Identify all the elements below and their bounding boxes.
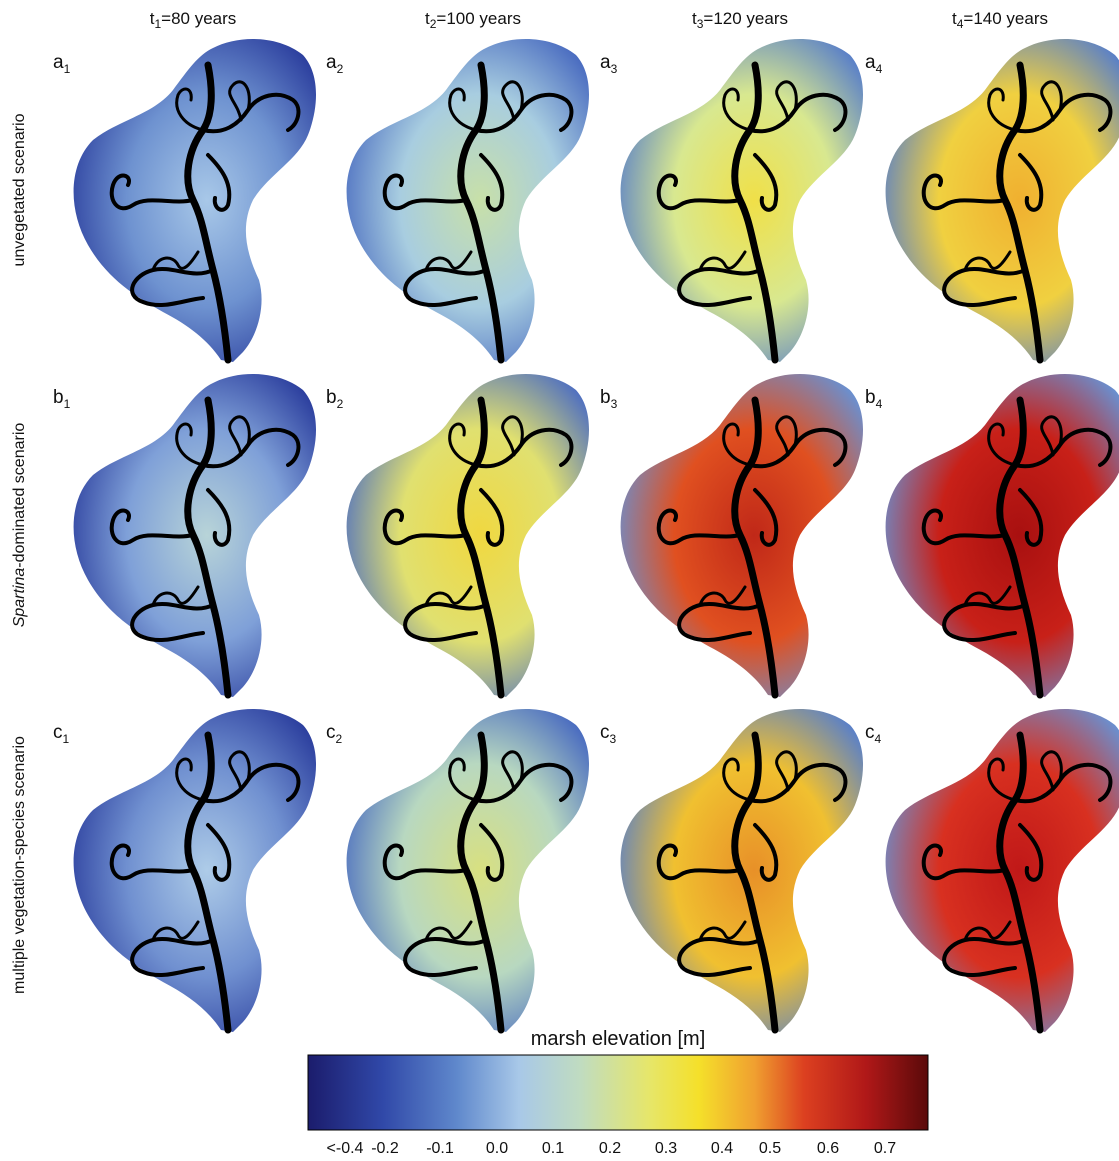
panel-subscript: 2 [336, 732, 343, 746]
column-header: t1=80 years [150, 9, 237, 31]
panel [73, 708, 317, 1032]
row-label-text: multiple vegetation-species scenario [11, 736, 28, 994]
panel [346, 373, 590, 697]
panel-letter: b [53, 387, 64, 408]
panel-letter: b [326, 387, 337, 408]
panel [346, 708, 590, 1032]
column-header: t4=140 years [952, 9, 1048, 31]
row-label-text: unvegetated scenario [11, 113, 28, 266]
panel-label: c3 [600, 722, 617, 746]
header-text: =120 years [703, 9, 788, 28]
panel [620, 38, 864, 362]
colorbar-tick-label: 0.2 [599, 1140, 621, 1157]
panel-subscript: 1 [64, 62, 71, 76]
panel-letter: a [326, 52, 337, 73]
panel-letter: c [53, 722, 63, 743]
panel-label: a1 [53, 52, 71, 76]
header-text: =100 years [436, 9, 521, 28]
panel [346, 38, 590, 362]
colorbar [307, 1054, 929, 1131]
header-subscript: 4 [957, 17, 964, 31]
row-label-italic: Spartina [11, 568, 28, 628]
panel-subscript: 4 [875, 732, 882, 746]
row-label: unvegetated scenario [11, 113, 28, 266]
panel-label: a3 [600, 52, 618, 76]
panel-subscript: 3 [610, 732, 617, 746]
header-subscript: 2 [430, 17, 437, 31]
panel-letter: a [865, 52, 876, 73]
row-label: multiple vegetation-species scenario [11, 736, 28, 994]
panel [73, 373, 317, 697]
panel-label: a2 [326, 52, 344, 76]
panel-letter: b [865, 387, 876, 408]
panel-subscript: 4 [876, 397, 883, 411]
header-t: t [150, 9, 155, 28]
panel-subscript: 2 [337, 62, 344, 76]
panel-letter: a [53, 52, 64, 73]
panel-subscript: 2 [337, 397, 344, 411]
panel [885, 373, 1119, 697]
panel-label: b2 [326, 387, 344, 411]
colorbar-tick-label: <-0.4 [327, 1140, 364, 1157]
header-t: t [692, 9, 697, 28]
panel-label: b1 [53, 387, 71, 411]
header-text: =140 years [963, 9, 1048, 28]
row-label: Spartina-dominated scenario [11, 423, 28, 628]
panel-letter: c [326, 722, 336, 743]
panel [620, 373, 864, 697]
panel-label: a4 [865, 52, 883, 76]
row-label-text: -dominated scenario [11, 423, 28, 568]
panel-subscript: 3 [611, 397, 618, 411]
colorbar-tick-label: 0.0 [486, 1140, 508, 1157]
header-t: t [425, 9, 430, 28]
panel [885, 708, 1119, 1032]
panel-label: c1 [53, 722, 70, 746]
panel-subscript: 1 [63, 732, 70, 746]
colorbar-tick-label: 0.1 [542, 1140, 564, 1157]
header-text: =80 years [161, 9, 236, 28]
colorbar-tick-label: 0.4 [711, 1140, 733, 1157]
colorbar-title: marsh elevation [m] [531, 1028, 706, 1050]
panel-letter: a [600, 52, 611, 73]
header-t: t [952, 9, 957, 28]
colorbar-tick-label: 0.3 [655, 1140, 677, 1157]
panel-letter: b [600, 387, 611, 408]
panel-subscript: 4 [876, 62, 883, 76]
panel-subscript: 1 [64, 397, 71, 411]
colorbar-tick-label: -0.1 [426, 1140, 454, 1157]
colorbar-tick-label: 0.7 [874, 1140, 896, 1157]
colorbar-tick-label: -0.2 [371, 1140, 399, 1157]
panel-label: c2 [326, 722, 343, 746]
panel-subscript: 3 [611, 62, 618, 76]
panel [885, 38, 1119, 362]
panel-label: b4 [865, 387, 883, 411]
header-subscript: 1 [154, 17, 161, 31]
colorbar-tick-label: 0.5 [759, 1140, 781, 1157]
column-header: t2=100 years [425, 9, 521, 31]
header-subscript: 3 [697, 17, 704, 31]
column-header: t3=120 years [692, 9, 788, 31]
panel-letter: c [600, 722, 610, 743]
colorbar-tick-label: 0.6 [817, 1140, 839, 1157]
panel-label: b3 [600, 387, 618, 411]
panel [620, 708, 864, 1032]
panel-label: c4 [865, 722, 882, 746]
panel [73, 38, 317, 362]
panel-letter: c [865, 722, 875, 743]
